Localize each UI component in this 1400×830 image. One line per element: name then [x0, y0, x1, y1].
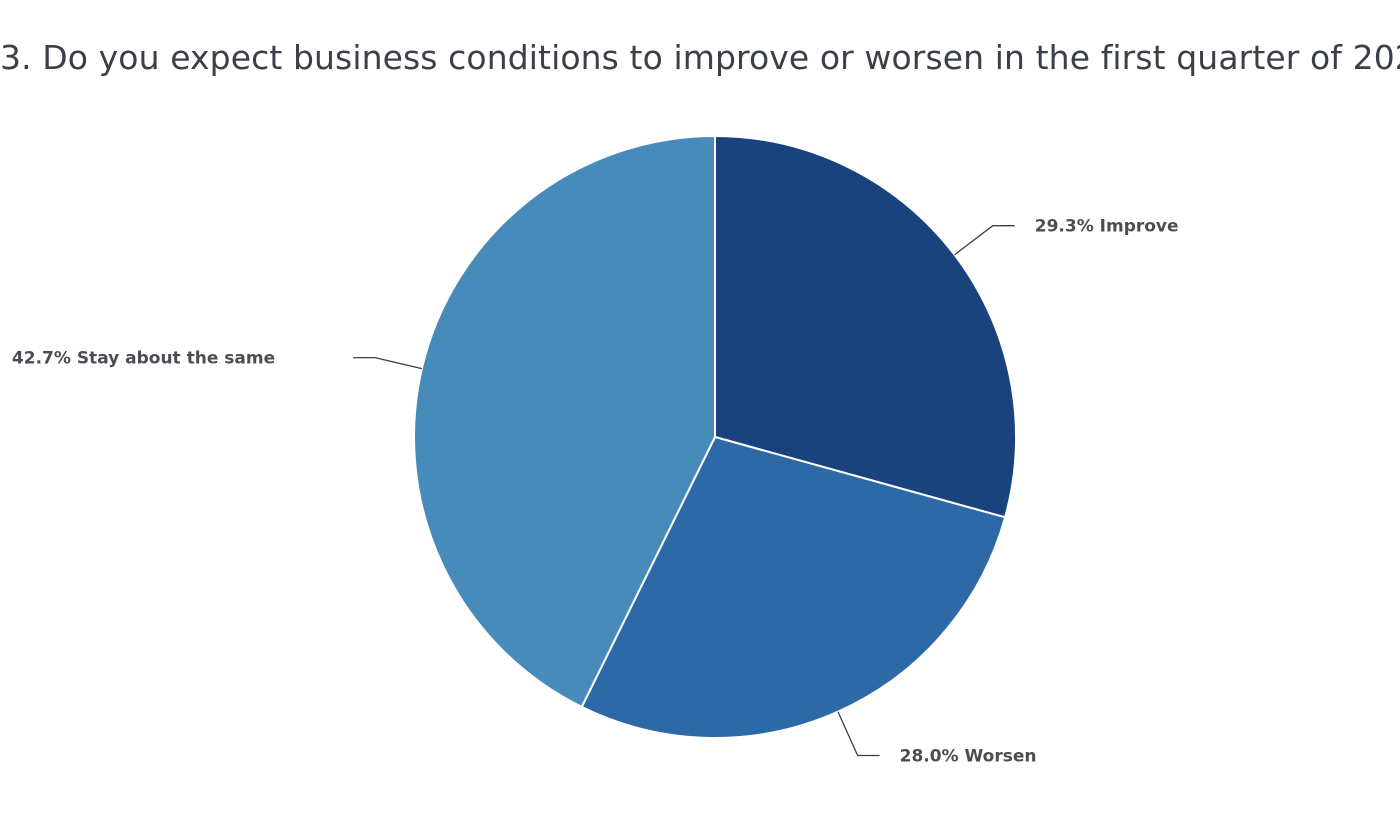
slice-label-worsen: 28.0% Worsen — [900, 747, 1037, 767]
slice-labels: 29.3% Improve 28.0% Worsen 42.7% Stay abou… — [12, 217, 1179, 767]
pie-slice-worsen — [580, 435, 1007, 739]
leader-line-improve — [954, 225, 1015, 256]
chart-title: 3. Do you expect business conditions to … — [0, 38, 1400, 77]
pie-slice-stay-about-the-same — [413, 134, 716, 709]
leader-line-worsen — [837, 711, 880, 757]
slice-label-stay-about-the-same: 42.7% Stay about the same — [12, 349, 275, 369]
slice-label-improve: 29.3% Improve — [1035, 217, 1179, 237]
pie-slices — [413, 134, 1017, 739]
leader-line-stay-about-the-same — [353, 357, 423, 370]
pie-slice-improve — [714, 134, 1017, 519]
leader-lines — [353, 225, 1015, 757]
